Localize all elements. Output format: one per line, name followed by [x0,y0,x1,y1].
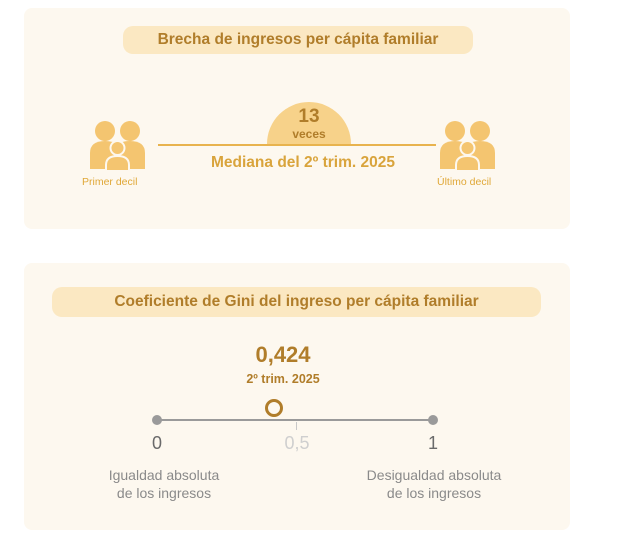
scale-max-label: 1 [427,433,438,453]
times-value: 13 [298,106,320,127]
gini-marker [265,399,284,417]
gini-scale-line [157,419,434,421]
median-label: Mediana del 2º trim. 2025 [211,154,395,171]
scale-max-description: Desigualdad absoluta de los ingresos [334,466,534,502]
scale-min-desc-line1: Igualdad absoluta [108,467,220,483]
family-icon-left [88,119,148,179]
last-decile-label: Último decil [437,176,492,188]
income-gap-card: Brecha de ingresos per cápita familiar P… [24,8,570,229]
first-decile-label: Primer decil [82,176,138,188]
scale-mid-label: 0,5 [284,433,310,453]
gini-value: 0,424 [255,342,311,367]
scale-max-dot [428,415,438,425]
scale-mid-tick [296,422,297,430]
family-icon-right [438,119,498,179]
scale-min-description: Igualdad absoluta de los ingresos [64,466,264,502]
scale-min-label: 0 [151,433,162,453]
scale-min-dot [152,415,162,425]
gap-connector-line [158,144,436,146]
scale-max-desc-line2: de los ingresos [386,485,482,501]
income-gap-title: Brecha de ingresos per cápita familiar [123,26,473,54]
times-unit: veces [292,127,326,141]
gini-title: Coeficiente de Gini del ingreso per cápi… [52,287,541,317]
scale-max-desc-line1: Desigualdad absoluta [366,467,502,483]
gini-card: Coeficiente de Gini del ingreso per cápi… [24,263,570,530]
scale-min-desc-line2: de los ingresos [116,485,212,501]
gini-period: 2º trim. 2025 [246,372,320,386]
